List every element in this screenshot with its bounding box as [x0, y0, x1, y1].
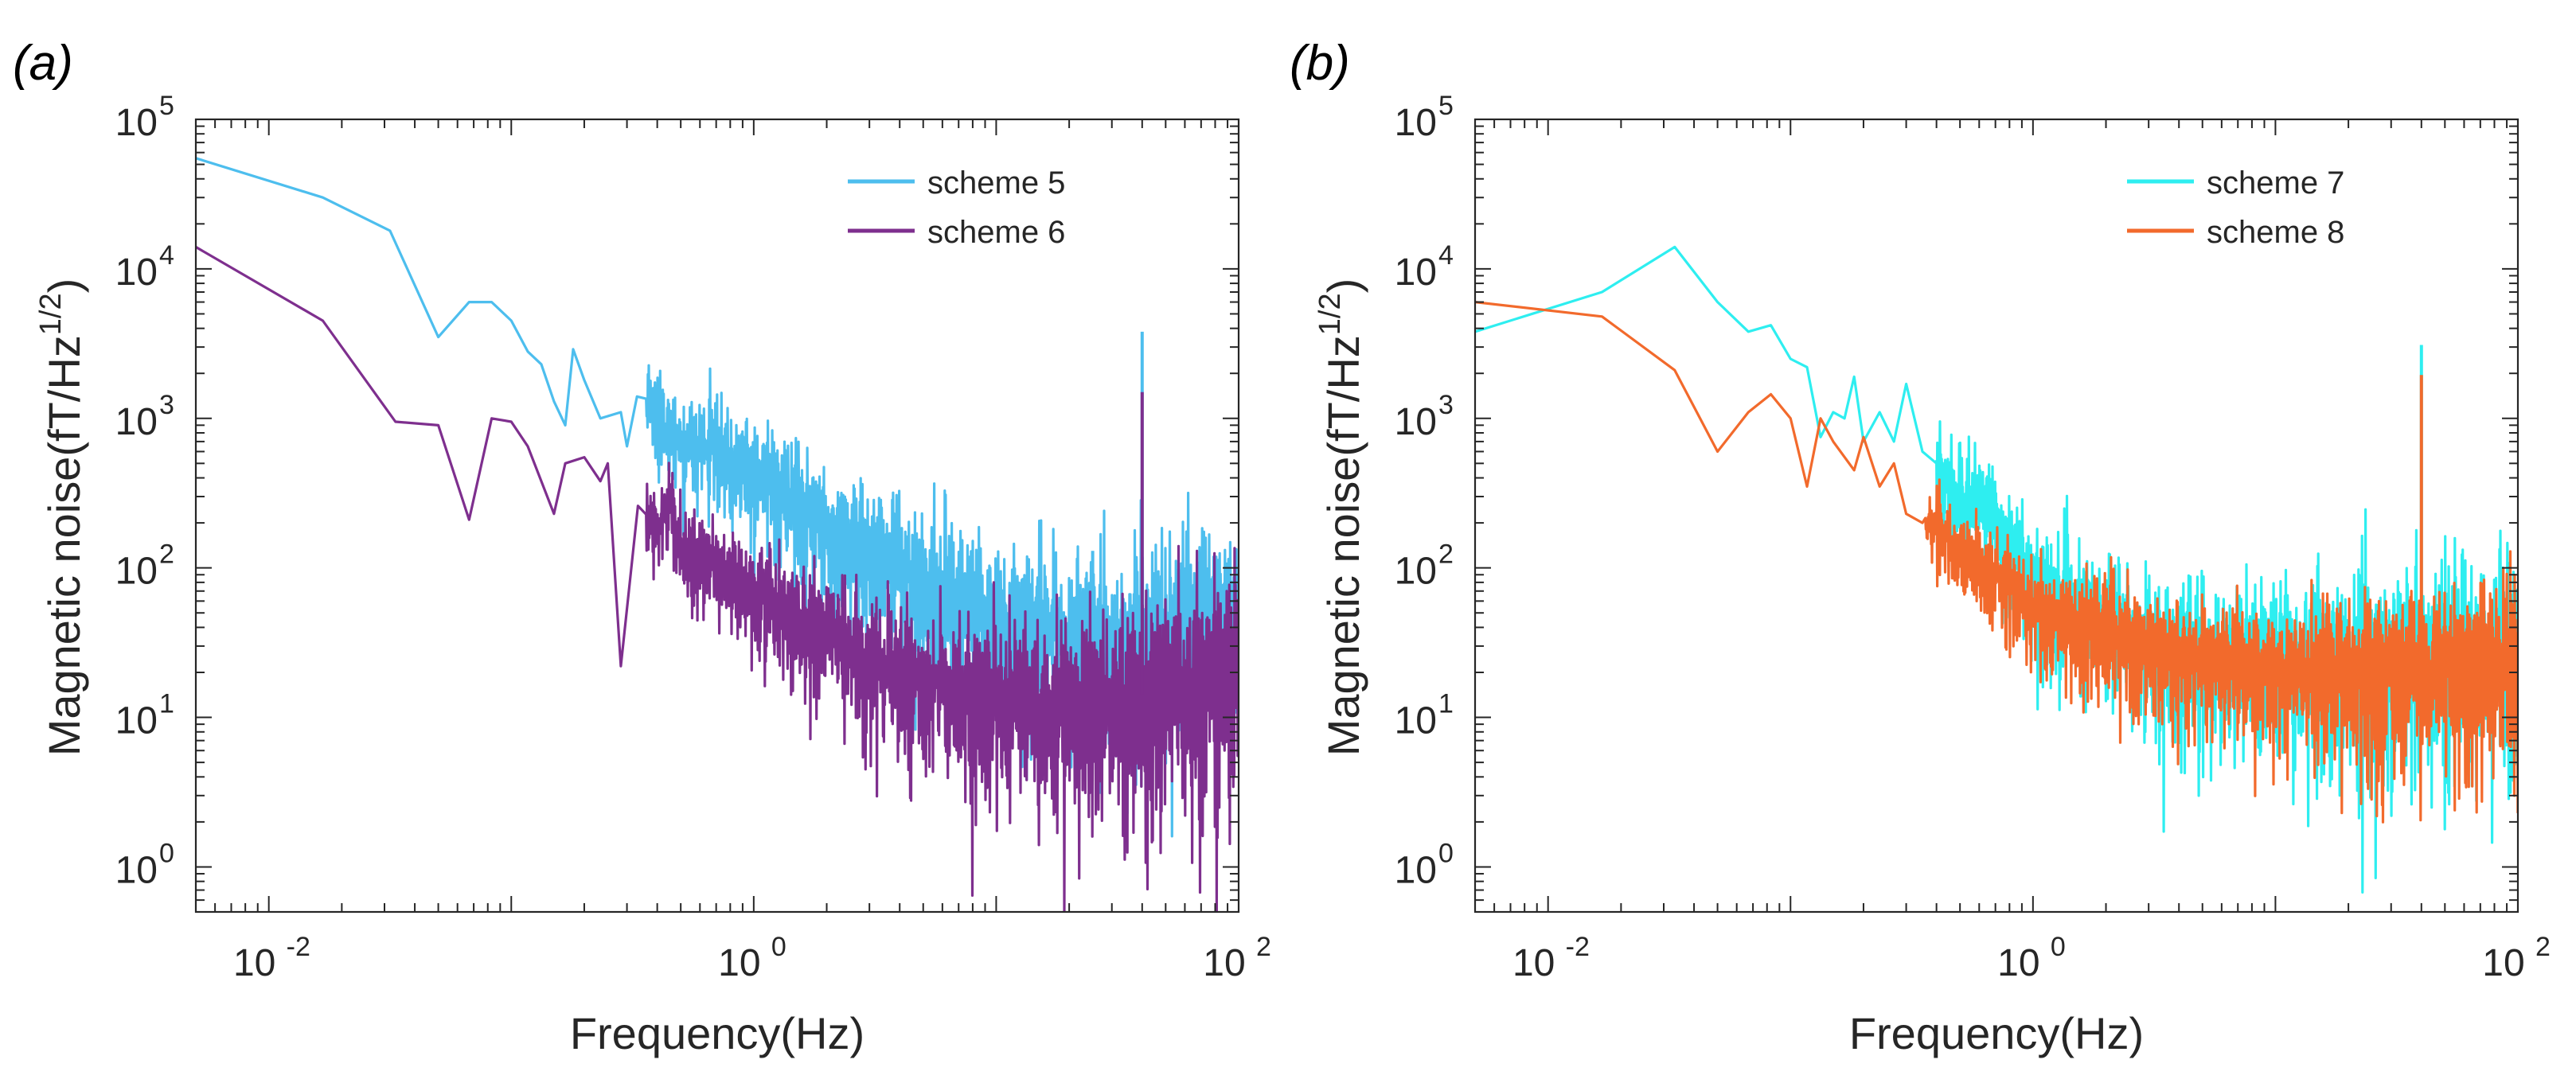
legend-label: scheme 6 — [927, 215, 1065, 250]
y-axis-label: Magnetic noise(fT/Hz1/2) — [34, 279, 89, 757]
x-tick-label-exp: 2 — [1256, 932, 1271, 962]
panel-tag: (b) — [1290, 36, 1350, 91]
y-tick-label-exp: 4 — [1438, 240, 1454, 271]
y-tick-label-exp: 0 — [159, 838, 174, 868]
y-tick-label: 10 — [1395, 102, 1437, 144]
y-tick-label: 10 — [115, 401, 158, 443]
y-tick-label: 10 — [115, 551, 158, 593]
y-tick-label: 10 — [1395, 401, 1437, 443]
x-tick-label: 10 — [1512, 942, 1555, 984]
panel-b: (b)10 -2 10 0 10 210 010 110 210 310 410 5Frequency… — [1290, 36, 2551, 1058]
y-tick-label-exp: 1 — [159, 689, 174, 719]
y-tick-label: 10 — [115, 849, 158, 891]
legend: scheme 5 scheme 6 — [848, 166, 1065, 250]
y-tick-label: 10 — [115, 700, 158, 742]
data-area — [196, 157, 1239, 912]
x-tick-label-exp: -2 — [1566, 932, 1590, 962]
y-tick-label: 10 — [1395, 849, 1437, 891]
y-tick-label: 10 — [1395, 700, 1437, 742]
x-tick-label-exp: 2 — [2535, 932, 2551, 962]
series-line-scheme-8 — [1475, 301, 2518, 824]
y-tick-label-exp: 5 — [159, 91, 174, 121]
y-axis-label: Magnetic noise(fT/Hz1/2) — [1313, 279, 1368, 757]
y-tick-label: 10 — [115, 102, 158, 144]
y-tick-label-exp: 2 — [1438, 540, 1454, 570]
y-tick-label-exp: 4 — [159, 240, 174, 271]
y-tick-label-exp: 0 — [1438, 838, 1454, 868]
legend: scheme 7 scheme 8 — [2127, 166, 2344, 250]
legend-label: scheme 7 — [2207, 166, 2344, 201]
y-tick-label: 10 — [115, 251, 158, 294]
panel-tag: (a) — [13, 36, 73, 91]
y-tick-label-exp: 3 — [1438, 390, 1454, 420]
axes-box — [194, 118, 1240, 914]
x-axis-label: Frequency(Hz) — [570, 1008, 865, 1058]
x-tick-label: 10 — [2482, 942, 2524, 984]
y-tick-label-exp: 5 — [1438, 91, 1454, 121]
legend-label: scheme 8 — [2207, 215, 2344, 250]
y-tick-label-exp: 3 — [159, 390, 174, 420]
x-tick-label: 10 — [1997, 942, 2039, 984]
ticks — [195, 119, 1239, 913]
data-area — [1475, 245, 2518, 894]
legend-label: scheme 5 — [927, 166, 1065, 201]
x-axis-label: Frequency(Hz) — [1849, 1008, 2144, 1058]
y-tick-label: 10 — [1395, 251, 1437, 294]
ticks — [1474, 119, 2519, 913]
x-tick-label-exp: -2 — [287, 932, 310, 962]
x-tick-label: 10 — [718, 942, 760, 984]
y-tick-label-exp: 1 — [1438, 689, 1454, 719]
series-line-scheme-6 — [196, 246, 1239, 912]
axes-box — [1473, 118, 2519, 914]
x-tick-label-exp: 0 — [2051, 932, 2066, 962]
series-line-scheme-5 — [196, 157, 1239, 838]
x-tick-label: 10 — [233, 942, 275, 984]
x-tick-label-exp: 0 — [771, 932, 786, 962]
y-tick-label: 10 — [1395, 551, 1437, 593]
x-tick-label: 10 — [1203, 942, 1245, 984]
y-tick-label-exp: 2 — [159, 540, 174, 570]
panel-a: (a)10 -2 10 0 10 210 010 110 210 310 410 5Frequency… — [13, 36, 1271, 1058]
